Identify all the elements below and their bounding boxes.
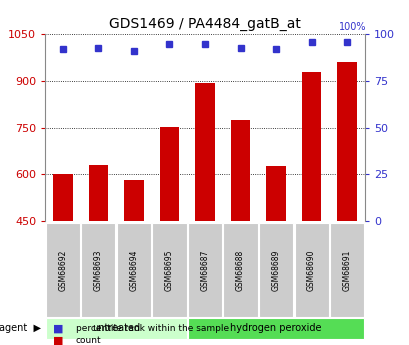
Text: GSM68687: GSM68687: [200, 249, 209, 290]
Bar: [187, 317, 363, 339]
Bar: [265, 166, 285, 221]
Bar: [117, 223, 151, 317]
Bar: [301, 72, 321, 221]
Text: GSM68694: GSM68694: [129, 249, 138, 291]
Text: untreated: untreated: [92, 323, 140, 333]
Bar: [53, 174, 72, 221]
Text: GSM68690: GSM68690: [306, 249, 315, 291]
Text: count: count: [76, 336, 101, 345]
Text: GSM68688: GSM68688: [236, 249, 245, 290]
Text: GSM68695: GSM68695: [164, 249, 173, 291]
Text: hydrogen peroxide: hydrogen peroxide: [230, 323, 321, 333]
Bar: [160, 127, 179, 221]
Text: ■: ■: [53, 336, 64, 345]
Bar: [88, 165, 108, 221]
Bar: [337, 62, 356, 221]
Text: ■: ■: [53, 324, 64, 333]
Text: 100%: 100%: [338, 22, 366, 32]
Title: GDS1469 / PA4484_gatB_at: GDS1469 / PA4484_gatB_at: [109, 17, 300, 31]
Bar: [195, 82, 214, 221]
Bar: [187, 223, 222, 317]
Text: GSM68692: GSM68692: [58, 249, 67, 290]
Bar: [46, 223, 80, 317]
Bar: [46, 317, 186, 339]
Bar: [258, 223, 292, 317]
Bar: [223, 223, 257, 317]
Text: GSM68693: GSM68693: [94, 249, 103, 291]
Text: GSM68691: GSM68691: [342, 249, 351, 290]
Bar: [329, 223, 363, 317]
Bar: [124, 180, 144, 221]
Text: agent  ▶: agent ▶: [0, 323, 41, 333]
Bar: [294, 223, 328, 317]
Text: GSM68689: GSM68689: [271, 249, 280, 290]
Bar: [81, 223, 115, 317]
Bar: [152, 223, 186, 317]
Bar: [230, 120, 249, 221]
Text: percentile rank within the sample: percentile rank within the sample: [76, 324, 228, 333]
